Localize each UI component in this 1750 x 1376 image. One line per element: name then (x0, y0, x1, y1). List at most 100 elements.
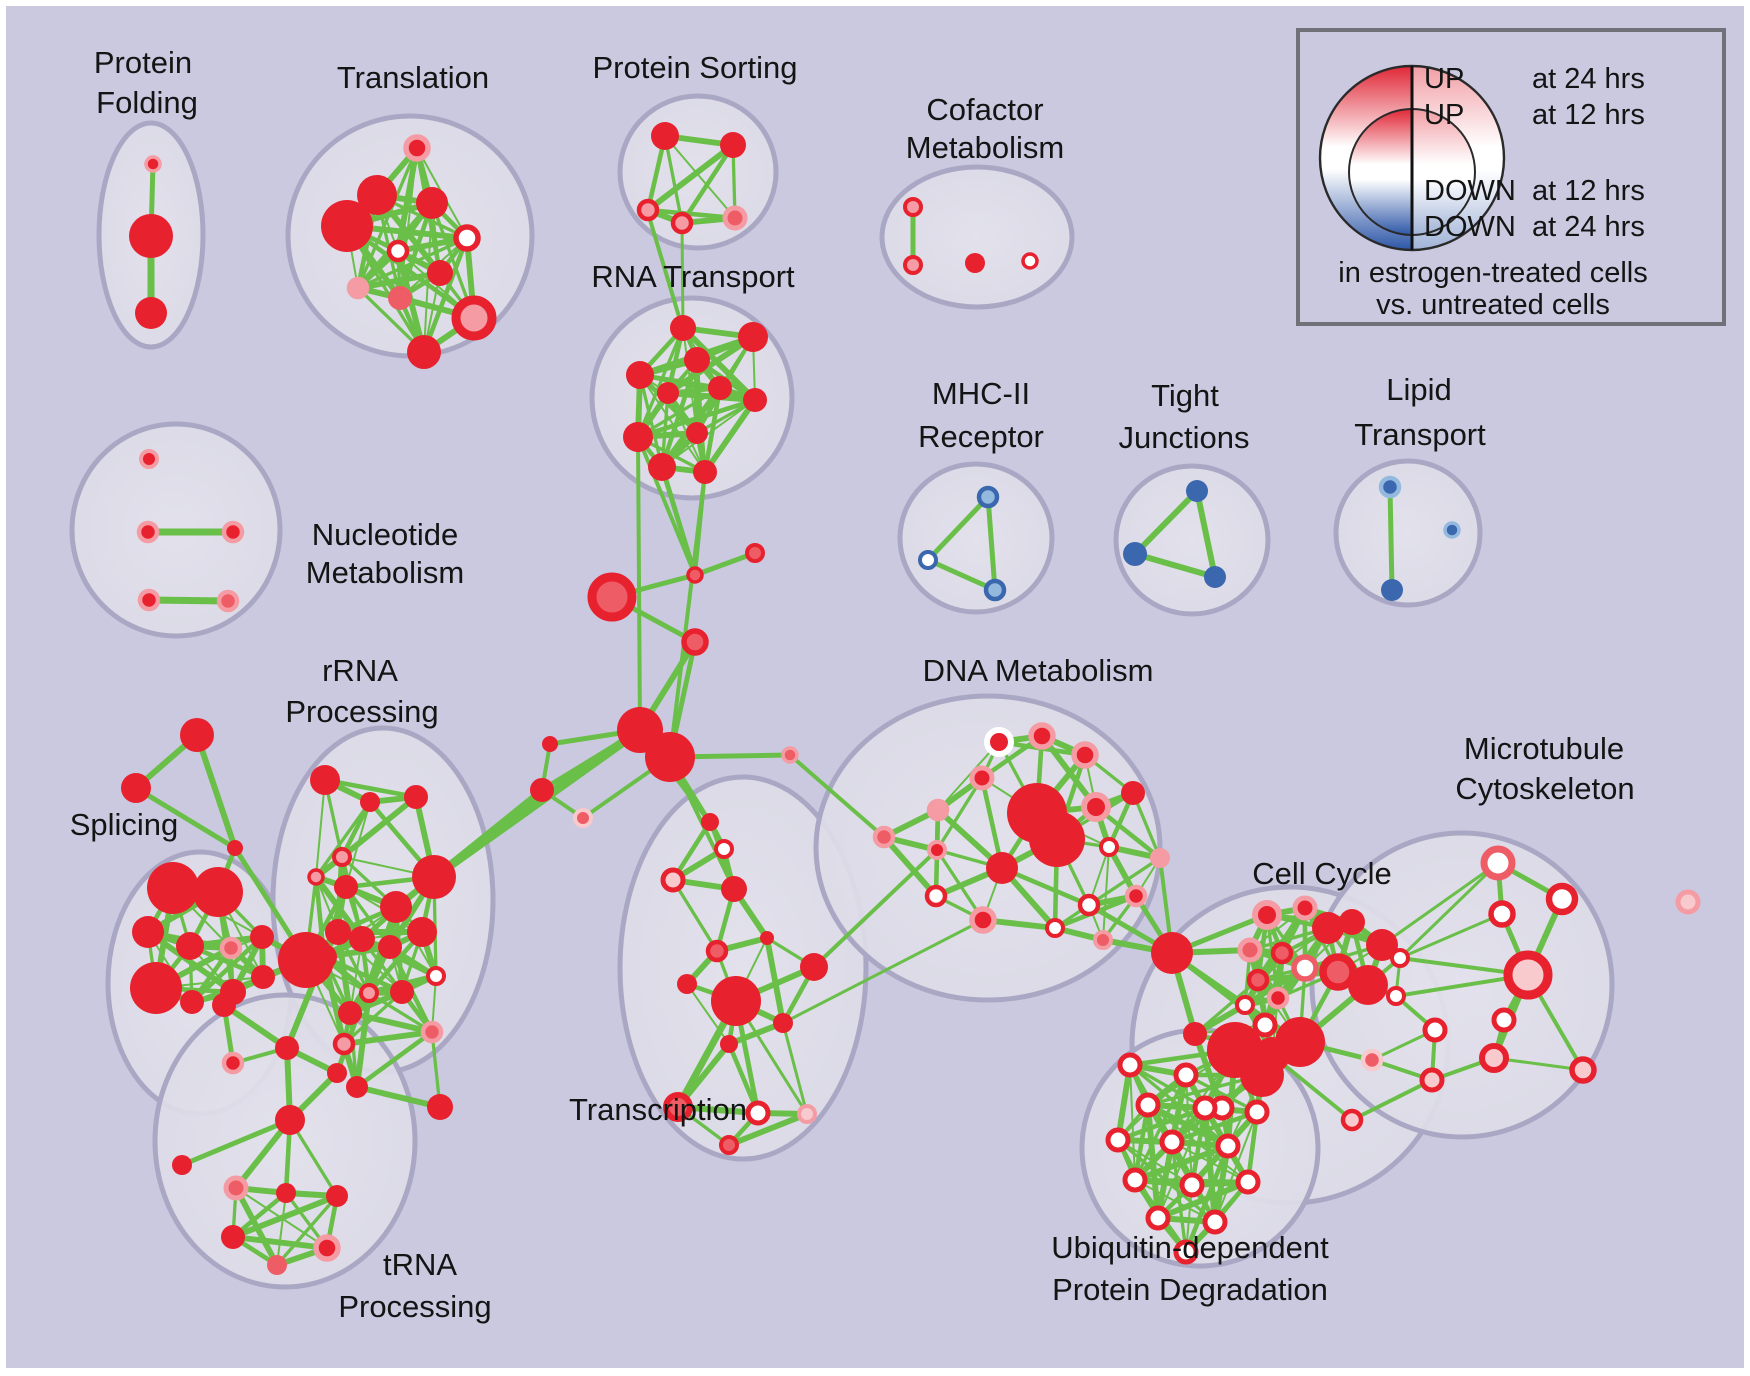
gene-node[interactable] (453, 224, 481, 252)
gene-node[interactable] (136, 520, 160, 544)
gene-node[interactable] (321, 200, 373, 252)
gene-node[interactable] (708, 376, 732, 400)
gene-node[interactable] (743, 388, 767, 412)
gene-node[interactable] (176, 932, 204, 960)
gene-node[interactable] (1151, 932, 1193, 974)
gene-node[interactable] (1122, 1167, 1148, 1193)
gene-node[interactable] (1215, 1133, 1241, 1159)
gene-node[interactable] (1145, 1205, 1171, 1231)
gene-node[interactable] (903, 197, 923, 217)
gene-node[interactable] (1179, 1172, 1205, 1198)
gene-node[interactable] (660, 867, 686, 893)
gene-node[interactable] (587, 572, 637, 622)
gene-node[interactable] (773, 1013, 793, 1033)
gene-node[interactable] (416, 187, 448, 219)
gene-node[interactable] (180, 718, 214, 752)
gene-node[interactable] (657, 382, 679, 404)
gene-node[interactable] (420, 1020, 444, 1044)
gene-node[interactable] (276, 1183, 296, 1203)
gene-node[interactable] (781, 746, 799, 764)
gene-node[interactable] (313, 1234, 341, 1262)
gene-node[interactable] (1488, 900, 1516, 928)
gene-node[interactable] (965, 253, 985, 273)
gene-node[interactable] (1348, 965, 1388, 1005)
gene-node[interactable] (137, 588, 161, 612)
gene-node[interactable] (976, 485, 1000, 509)
gene-node[interactable] (307, 868, 325, 886)
gene-node[interactable] (1339, 909, 1365, 935)
gene-node[interactable] (1340, 1108, 1364, 1132)
gene-node[interactable] (663, 1092, 693, 1122)
gene-node[interactable] (427, 1094, 453, 1120)
gene-node[interactable] (1237, 937, 1263, 963)
gene-node[interactable] (404, 785, 428, 809)
gene-node[interactable] (722, 205, 748, 231)
gene-node[interactable] (221, 1051, 245, 1075)
gene-node[interactable] (719, 1135, 739, 1155)
gene-node[interactable] (1204, 566, 1226, 588)
gene-node[interactable] (1381, 579, 1403, 601)
gene-node[interactable] (390, 980, 414, 1004)
gene-node[interactable] (1077, 893, 1101, 917)
gene-node[interactable] (1569, 1056, 1597, 1084)
gene-node[interactable] (651, 122, 679, 150)
gene-node[interactable] (693, 460, 717, 484)
gene-node[interactable] (221, 1225, 245, 1249)
gene-node[interactable] (760, 931, 774, 945)
gene-node[interactable] (984, 727, 1014, 757)
gene-node[interactable] (1491, 1007, 1517, 1033)
gene-node[interactable] (227, 840, 243, 856)
gene-node[interactable] (1081, 792, 1111, 822)
gene-node[interactable] (1270, 941, 1294, 965)
gene-node[interactable] (1093, 930, 1113, 950)
gene-node[interactable] (349, 926, 375, 952)
gene-node[interactable] (278, 932, 334, 988)
gene-node[interactable] (1121, 781, 1145, 805)
gene-node[interactable] (139, 449, 159, 469)
gene-node[interactable] (403, 134, 431, 162)
gene-node[interactable] (1252, 1012, 1278, 1038)
gene-node[interactable] (969, 765, 995, 791)
gene-node[interactable] (275, 1036, 299, 1060)
gene-node[interactable] (1240, 1053, 1284, 1097)
gene-node[interactable] (670, 315, 696, 341)
gene-node[interactable] (1252, 900, 1282, 930)
gene-node[interactable] (1386, 986, 1406, 1006)
gene-node[interactable] (1192, 1095, 1218, 1121)
gene-node[interactable] (918, 550, 938, 570)
gene-node[interactable] (1390, 948, 1410, 968)
gene-node[interactable] (1071, 741, 1099, 769)
gene-node[interactable] (332, 1032, 356, 1056)
gene-node[interactable] (380, 891, 412, 923)
gene-node[interactable] (927, 840, 947, 860)
gene-node[interactable] (1378, 475, 1402, 499)
gene-node[interactable] (1246, 968, 1270, 992)
gene-node[interactable] (800, 953, 828, 981)
gene-node[interactable] (686, 566, 704, 584)
gene-node[interactable] (636, 198, 660, 222)
gene-node[interactable] (1202, 1209, 1228, 1235)
gene-node[interactable] (797, 1104, 817, 1124)
gene-node[interactable] (1173, 1239, 1199, 1265)
gene-node[interactable] (701, 813, 719, 831)
gene-node[interactable] (714, 839, 734, 859)
gene-node[interactable] (1105, 1127, 1131, 1153)
gene-node[interactable] (573, 808, 593, 828)
gene-node[interactable] (903, 255, 923, 275)
gene-node[interactable] (310, 765, 340, 795)
gene-node[interactable] (924, 884, 948, 908)
gene-node[interactable] (645, 732, 695, 782)
gene-node[interactable] (677, 974, 697, 994)
gene-node[interactable] (144, 155, 162, 173)
gene-node[interactable] (332, 847, 352, 867)
gene-node[interactable] (223, 1175, 249, 1201)
gene-node[interactable] (530, 778, 554, 802)
gene-node[interactable] (670, 211, 694, 235)
gene-node[interactable] (1186, 480, 1208, 502)
gene-node[interactable] (407, 335, 441, 369)
gene-node[interactable] (1545, 882, 1579, 916)
gene-node[interactable] (1235, 995, 1255, 1015)
gene-node[interactable] (1266, 986, 1290, 1010)
gene-node[interactable] (1099, 837, 1119, 857)
gene-node[interactable] (1021, 252, 1039, 270)
